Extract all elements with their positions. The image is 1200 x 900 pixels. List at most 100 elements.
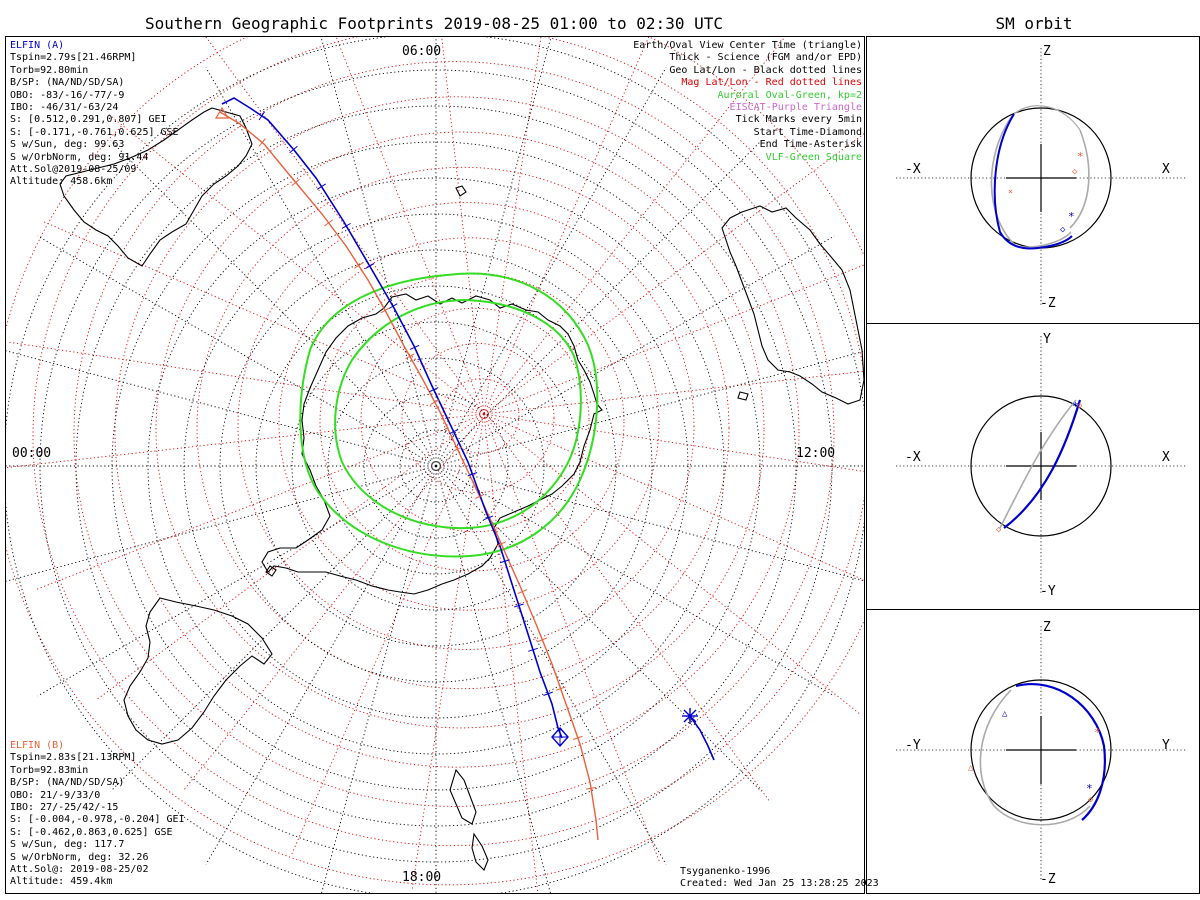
geo-meridian — [435, 140, 762, 467]
lt-label-06: 06:00 — [402, 44, 442, 59]
australia-coastline — [123, 597, 273, 745]
legend-item: Auroral Oval-Green, kp=2 — [717, 89, 863, 101]
geo-lat-circle — [327, 357, 545, 575]
auroral-oval-outer — [299, 272, 599, 558]
mag-meridian — [483, 133, 864, 415]
mag-meridian — [483, 413, 864, 472]
elfin-b-view-triangle — [214, 106, 230, 119]
elfin-a-tick — [341, 222, 351, 229]
auroral-oval-inner — [334, 298, 582, 530]
geo-lat-circle — [255, 285, 617, 647]
africa-coastline — [721, 205, 864, 405]
geo-meridian — [435, 465, 551, 893]
legend-item: Mag Lat/Lon - Red dotted lines — [681, 77, 862, 89]
mag-lat-circle — [32, 37, 864, 846]
elfin-a-tick-marks — [258, 111, 554, 696]
elfin-a-track — [221, 97, 715, 761]
elfin-b-line: Tspin=2.83s[21.13RPM] — [10, 752, 137, 764]
mag-meridian — [291, 413, 485, 855]
geo-lat-circle — [219, 249, 653, 683]
mag-lat-circle — [442, 378, 520, 454]
mag-meridian — [6, 413, 485, 468]
svg-text:*: * — [1077, 150, 1084, 163]
sm1-top-label: Z — [1043, 44, 1051, 59]
mag-meridian — [483, 413, 660, 862]
svg-text:*: * — [1072, 400, 1079, 413]
small-island-c — [737, 391, 749, 401]
footer: Tsyganenko-1996 Created: Wed Jan 25 13:2… — [680, 866, 879, 891]
auroral-ovals — [299, 272, 599, 558]
polar-map — [6, 37, 864, 893]
mag-meridian — [483, 38, 784, 415]
legend-item: Tick Marks every 5min — [735, 114, 862, 126]
elfin-a-name: ELFIN (A) — [10, 40, 65, 51]
elfin-a-line: Torb=92.80min — [10, 64, 89, 76]
geo-meridian — [6, 350, 437, 467]
elfin-a-line: Tspin=2.79s[21.46RPM] — [10, 52, 137, 64]
mag-meridian — [36, 413, 485, 590]
elfin-b-tick — [354, 262, 364, 269]
elfin-b-tick — [555, 686, 566, 691]
elfin-b-line: Altitude: 459.4km — [10, 876, 113, 888]
elfin-a-line: B/SP: (NA/ND/SD/SA) — [10, 77, 125, 89]
mag-lat-circle — [278, 237, 660, 611]
sm2-right-label: X — [1162, 450, 1170, 465]
antarctica-coastline — [261, 293, 603, 595]
elfin-b-tick — [474, 493, 485, 499]
elfin-b-line: IBO: 27/-25/42/-15 — [10, 802, 119, 814]
geo-meridian — [321, 465, 437, 893]
geo-meridian — [205, 465, 437, 865]
elfin-a-line: Altitude: 458.6km — [10, 176, 113, 188]
sm1-bottom-label: -Z — [1040, 296, 1056, 311]
geo-meridian — [37, 465, 437, 697]
mag-lat-circle — [196, 166, 730, 690]
geo-lat-circle — [147, 177, 725, 755]
elfin-b-info: ELFIN (B) Tspin=2.83s[21.13RPM] Torb=92.… — [10, 740, 185, 889]
elfin-a-tick — [365, 263, 375, 269]
geo-meridian — [435, 465, 835, 697]
geo-lat-circle — [291, 321, 581, 611]
coastlines — [59, 107, 864, 871]
svg-text:◇: ◇ — [1072, 167, 1078, 177]
elfin-a-end-asterisk — [682, 708, 698, 724]
footer-created: Created: Wed Jan 25 13:28:25 2023 — [680, 878, 879, 890]
sm-plot-yz: △ * * ◇ △ — [896, 626, 1186, 880]
mag-meridian — [43, 221, 485, 415]
geo-meridian — [435, 465, 864, 582]
elfin-a-line: S: [-0.171,-0.761,0.625] GSE — [10, 126, 179, 138]
lt-label-00: 00:00 — [12, 446, 52, 461]
elfin-a-tick — [448, 429, 459, 435]
geo-meridian — [435, 465, 762, 792]
elfin-a-line: S: [0.512,0.291,0.807] GEI — [10, 114, 167, 126]
elfin-b-line: S w/OrbNorm, deg: 32.26 — [10, 851, 149, 863]
sm-plot-xz: * ◇ * ◇ × — [896, 48, 1186, 306]
sm3-bottom-label: -Z — [1040, 872, 1056, 887]
legend-item: End Time-Asterisk — [759, 139, 862, 151]
elfin-a-tick — [483, 515, 494, 521]
elfin-b-tick — [258, 138, 266, 147]
south-america-coastline — [59, 107, 253, 267]
svg-text:△: △ — [968, 763, 974, 773]
mag-meridian — [184, 413, 485, 790]
elfin-a-line: S w/OrbNorm, deg: 91.44 — [10, 151, 149, 163]
elfin-b-line: B/SP: (NA/ND/SD/SA) — [10, 777, 125, 789]
sm-plot-xy: * ◇ ◇ — [896, 336, 1186, 594]
elfin-b-tick — [572, 735, 583, 741]
geo-lat-lon-grid — [6, 37, 864, 893]
mag-lat-circle — [114, 96, 800, 768]
mag-meridian — [97, 413, 485, 700]
geo-meridian — [435, 67, 667, 467]
elfin-b-tick — [291, 178, 300, 186]
svg-text:*: * — [1068, 210, 1075, 223]
lt-label-18: 18:00 — [402, 870, 442, 885]
lt-label-12: 12:00 — [796, 446, 836, 461]
mag-meridian — [483, 413, 864, 581]
sm-orbit-title: SM orbit — [995, 14, 1073, 33]
sm2-bottom-label: -Y — [1040, 584, 1056, 599]
elfin-b-tick — [452, 446, 463, 452]
legend-item: VLF-Green Square — [765, 151, 862, 163]
geo-meridian — [110, 140, 437, 467]
svg-text:×: × — [1008, 187, 1013, 196]
footer-model: Tsyganenko-1996 — [680, 866, 771, 877]
elfin-a-tick — [388, 303, 398, 310]
